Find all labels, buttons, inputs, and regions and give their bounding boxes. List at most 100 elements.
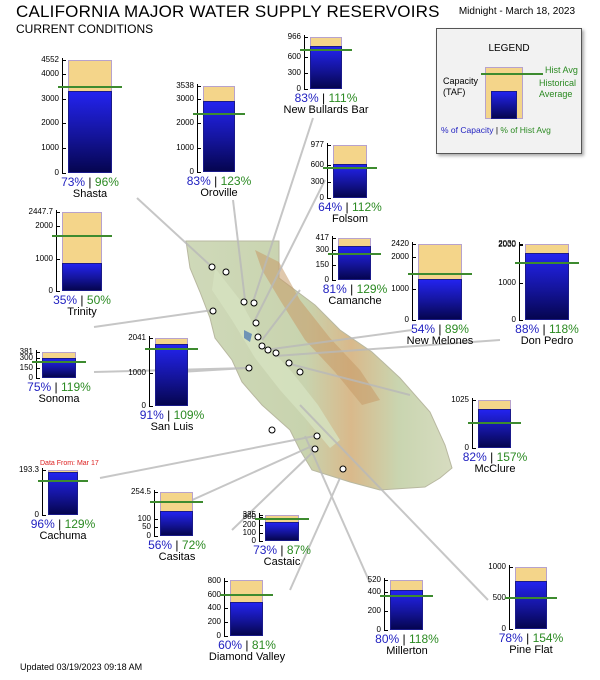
y-tick — [197, 99, 201, 100]
y-tick-label: 0 — [48, 286, 53, 295]
reservoir-name: Sonoma — [38, 393, 80, 405]
pct-capacity: 81% — [322, 282, 347, 296]
percent-labels: 75% | 119% — [0, 380, 119, 394]
storage-bar — [160, 511, 193, 536]
y-tick-label: 200 — [242, 520, 256, 529]
pct-hist-avg: 118% — [549, 322, 579, 336]
reservoir-name: Folsom — [331, 213, 369, 225]
hist-avg-line — [505, 597, 557, 599]
data-note: Data From: Mar 17 — [40, 460, 99, 467]
y-tick — [154, 527, 158, 528]
y-tick-label: 500 — [492, 593, 506, 602]
pct-capacity: 88% — [515, 322, 540, 336]
percent-labels: 73% | 87% — [222, 543, 342, 557]
hist-avg-line — [145, 348, 198, 350]
pct-capacity: 80% — [375, 632, 400, 646]
storage-bar — [478, 409, 511, 448]
y-tick-label: 520 — [367, 575, 381, 584]
storage-bar — [48, 472, 78, 515]
y-tick — [149, 373, 153, 374]
pct-capacity: 96% — [30, 517, 55, 531]
y-tick-label: 300 — [287, 68, 301, 77]
y-tick-label: 0 — [216, 631, 221, 640]
y-tick — [304, 73, 308, 74]
pct-capacity: 60% — [218, 638, 243, 652]
y-tick — [197, 172, 201, 173]
y-tick-label: 600 — [287, 52, 301, 61]
y-tick — [327, 182, 331, 183]
y-tick-label: 0 — [501, 624, 506, 633]
pct-separator: | — [342, 200, 352, 214]
y-tick — [62, 60, 66, 61]
y-tick — [412, 257, 416, 258]
y-tick-label: 200 — [367, 606, 381, 615]
y-axis — [259, 513, 260, 541]
y-tick — [224, 636, 228, 637]
central-valley — [212, 268, 340, 448]
y-tick — [36, 378, 40, 379]
storage-bar — [418, 279, 462, 320]
hist-avg-line — [58, 86, 122, 88]
y-tick-label: 2000 — [41, 118, 59, 127]
y-tick — [149, 406, 153, 407]
y-tick — [62, 123, 66, 124]
reservoir-name: McClure — [474, 463, 516, 475]
storage-bar — [525, 253, 569, 320]
reservoir-name: Castaic — [263, 556, 301, 568]
hist-avg-line — [52, 235, 112, 237]
pct-capacity: 56% — [148, 538, 173, 552]
y-tick-label: 0 — [251, 536, 256, 545]
y-tick — [197, 148, 201, 149]
percent-labels: 81% | 129% — [295, 282, 415, 296]
pct-capacity: 54% — [411, 322, 436, 336]
y-tick-label: 2000 — [176, 118, 194, 127]
storage-bar — [203, 101, 235, 172]
legend-historical-average-label: Historical Average — [539, 78, 577, 99]
storage-bar — [310, 46, 342, 89]
pct-hist-avg: 96% — [94, 175, 119, 189]
percent-labels: 56% | 72% — [117, 538, 237, 552]
y-tick — [224, 581, 228, 582]
pct-hist-avg: 157% — [496, 450, 528, 464]
pct-separator: | — [210, 174, 221, 188]
y-tick-label: 0 — [189, 167, 194, 176]
pct-capacity: 73% — [253, 543, 278, 557]
y-tick-label: 0 — [141, 401, 146, 410]
percent-labels: 64% | 112% — [290, 200, 410, 214]
reservoir-name: Cachuma — [39, 530, 87, 542]
y-axis — [224, 578, 225, 636]
legend-pct-capacity-label: % of Capacity — [441, 125, 494, 135]
pct-hist-avg: 154% — [532, 631, 564, 645]
legend-pct-hist-label: % of Hist Avg — [500, 125, 551, 135]
y-axis — [62, 58, 63, 173]
y-tick — [327, 165, 331, 166]
storage-bar — [265, 522, 299, 541]
storage-bar — [333, 164, 367, 198]
y-tick — [384, 592, 388, 593]
legend-capacity-label: Capacity (TAF) — [443, 76, 479, 97]
pct-capacity: 35% — [53, 293, 78, 307]
y-tick — [56, 212, 60, 213]
y-tick-label: 50 — [142, 522, 151, 531]
storage-bar — [62, 263, 102, 291]
y-tick-label: 0 — [296, 84, 301, 93]
hist-avg-line — [328, 253, 381, 255]
updated-timestamp: Updated 03/19/2023 09:18 AM — [20, 662, 143, 672]
legend-percent-labels: % of Capacity | % of Hist Avg — [441, 125, 551, 135]
y-tick — [259, 515, 263, 516]
y-tick — [259, 525, 263, 526]
pct-hist-avg: 129% — [64, 517, 96, 531]
y-tick-label: 0 — [146, 531, 151, 540]
y-tick-label: 0 — [54, 168, 59, 177]
y-tick — [332, 250, 336, 251]
y-tick — [149, 338, 153, 339]
y-tick-label: 600 — [207, 590, 221, 599]
hist-avg-line — [255, 518, 309, 520]
reservoir-name: Oroville — [200, 187, 238, 199]
y-tick — [56, 259, 60, 260]
pct-capacity: 82% — [462, 450, 487, 464]
percent-labels: 80% | 118% — [347, 632, 467, 646]
pct-capacity: 78% — [498, 631, 523, 645]
y-tick — [412, 289, 416, 290]
y-tick-label: 0 — [511, 315, 516, 324]
